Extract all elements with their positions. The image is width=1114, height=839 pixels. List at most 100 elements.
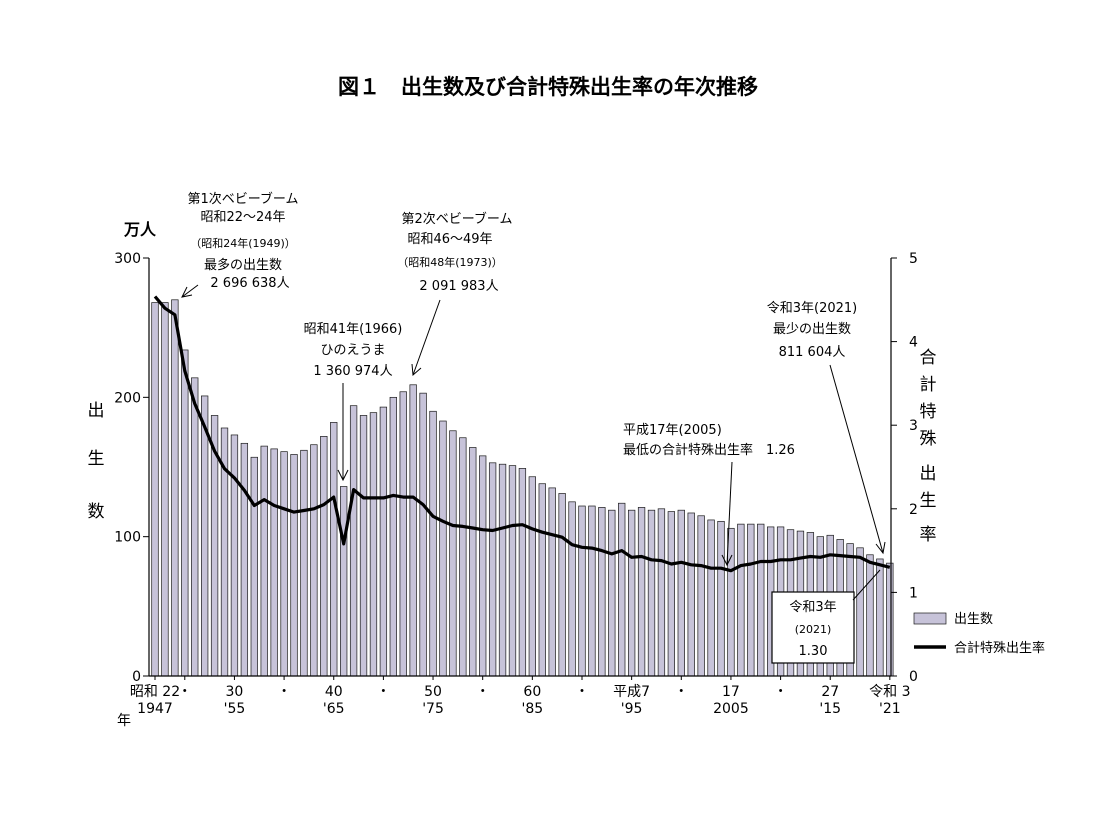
x-tick-label-top: 60 xyxy=(523,684,541,700)
annotation-lowtfr-line2: 最低の合計特殊出生率 1.26 xyxy=(623,442,795,458)
annotation-hinoeuma-line3: 1 360 974人 xyxy=(313,364,392,379)
bar-1999 xyxy=(667,511,676,677)
x-tick-label-top: 平成7 xyxy=(613,684,650,700)
left-axis-label-char-3: 数 xyxy=(88,502,105,522)
bar-1963 xyxy=(310,444,318,677)
bar-1959 xyxy=(270,448,278,677)
bar-1983 xyxy=(508,465,517,677)
x-tick-label-bottom: '85 xyxy=(522,701,544,717)
annotation-minbirths-line1: 令和3年(2021) xyxy=(767,301,858,316)
bar-2018 xyxy=(856,547,864,677)
annotation-minbirths-line2: 最少の出生数 xyxy=(773,322,851,337)
annotation-lowtfr-arrowhead xyxy=(721,554,733,567)
left-axis-label-char-1: 出 xyxy=(88,401,105,421)
bar-1957 xyxy=(250,456,258,677)
x-tick-label-bottom: '55 xyxy=(224,701,246,717)
left-tick-label: 300 xyxy=(114,251,141,267)
bar-1984 xyxy=(518,468,527,677)
bar-1966 xyxy=(340,486,348,677)
tfr-2021-box-line3: 1.30 xyxy=(799,644,828,659)
bar-2001 xyxy=(687,512,695,677)
bar-1978 xyxy=(459,437,467,677)
chart-title: 図１ 出生数及び合計特殊出生率の年次推移 xyxy=(338,75,758,99)
x-tick-label-bottom: '21 xyxy=(879,701,901,717)
annotation-boom1-arrow xyxy=(181,284,199,298)
x-tick-label-top: ・ xyxy=(376,684,390,700)
annotation-boom2-arrowhead xyxy=(411,363,422,377)
tfr-2021-box xyxy=(771,591,855,664)
bar-2019 xyxy=(866,554,874,677)
left-tick-label: 0 xyxy=(132,669,141,685)
right-axis-label-char-6: 生 xyxy=(920,491,937,511)
x-tick-label-top: 昭和 22 xyxy=(130,684,180,700)
bar-1980 xyxy=(479,455,487,677)
bar-1960 xyxy=(280,451,288,677)
bar-1955 xyxy=(230,434,239,677)
bar-1990 xyxy=(578,505,586,677)
annotation-hinoeuma-arrowhead xyxy=(337,469,349,482)
bar-1951 xyxy=(191,377,199,677)
bar-1962 xyxy=(300,449,308,677)
bar-2021 xyxy=(886,562,894,677)
bar-2000 xyxy=(677,509,685,677)
bar-1949 xyxy=(171,299,179,677)
bar-1979 xyxy=(469,447,477,677)
bar-1988 xyxy=(558,493,566,677)
right-axis-label-char-2: 計 xyxy=(920,375,937,395)
legend-births-label: 出生数 xyxy=(954,612,993,627)
legend-tfr-label: 合計特殊出生率 xyxy=(954,640,1045,656)
bar-1958 xyxy=(260,445,268,677)
bar-1970 xyxy=(379,406,388,677)
x-tick-label-top: 50 xyxy=(424,684,442,700)
x-tick-label-top: ・ xyxy=(277,684,291,700)
x-tick-label-top: ・ xyxy=(178,684,192,700)
annotation-boom2-line3: （昭和48年(1973)） xyxy=(397,255,503,269)
right-axis-label-char-1: 合 xyxy=(920,348,937,368)
right-tick-label: 2 xyxy=(909,502,918,518)
annotation-hinoeuma-line1: 昭和41年(1966) xyxy=(304,322,403,337)
tfr-2021-box-line2: (2021) xyxy=(795,623,832,636)
annotation-boom1-line5: 2 696 638人 xyxy=(210,276,289,291)
x-tick-label-top: 令和 3 xyxy=(869,684,910,700)
annotation-boom2-arrow xyxy=(412,299,441,376)
bar-1986 xyxy=(538,483,546,677)
bar-1973 xyxy=(409,384,417,677)
bar-1965 xyxy=(330,422,338,677)
bar-2008 xyxy=(757,523,765,677)
x-tick-label-bottom: '65 xyxy=(323,701,345,717)
x-tick-label-top: ・ xyxy=(674,684,688,700)
x-tick-label-top: 30 xyxy=(226,684,244,700)
bar-1998 xyxy=(657,508,666,677)
bar-1991 xyxy=(588,505,596,677)
bar-2005 xyxy=(727,527,735,677)
bar-2020 xyxy=(876,558,884,677)
right-axis-label-char-7: 率 xyxy=(920,525,937,545)
left-tick-label: 100 xyxy=(114,530,141,546)
bar-2003 xyxy=(707,519,715,677)
annotation-hinoeuma-line2: ひのえうま xyxy=(320,343,385,358)
bar-1994 xyxy=(618,502,626,677)
bar-1964 xyxy=(320,436,328,677)
x-tick-label-bottom: '15 xyxy=(819,701,841,717)
annotation-boom2-line2: 昭和46～49年 xyxy=(407,232,492,247)
annotation-boom1-arrowhead xyxy=(181,286,193,298)
right-axis-label-char-3: 特 xyxy=(920,402,937,422)
x-tick-label-bottom: '75 xyxy=(422,701,444,717)
bar-1985 xyxy=(528,476,536,677)
annotation-minbirths-arrowhead xyxy=(875,541,886,555)
left-axis-label-char-2: 生 xyxy=(88,449,105,469)
legend: 出生数 合計特殊出生率 xyxy=(913,612,1045,656)
x-tick-label-bottom: '95 xyxy=(621,701,643,717)
fertility-line-layer xyxy=(153,295,891,573)
bar-1972 xyxy=(399,391,407,677)
annotation-lowtfr-line1: 平成17年(2005) xyxy=(623,423,722,438)
tfr-2021-box-pointer xyxy=(852,569,881,601)
x-tick-label-top: ・ xyxy=(575,684,589,700)
right-axis-ticks: 0 1 2 3 4 5 xyxy=(891,251,918,685)
annotation-boom2-line4: 2 091 983人 xyxy=(419,279,498,294)
annotation-boom1-line2: 昭和22～24年 xyxy=(200,210,285,225)
x-tick-label-top: ・ xyxy=(774,684,788,700)
bar-1989 xyxy=(568,501,576,677)
annotation-minbirths-arrow xyxy=(829,364,884,554)
